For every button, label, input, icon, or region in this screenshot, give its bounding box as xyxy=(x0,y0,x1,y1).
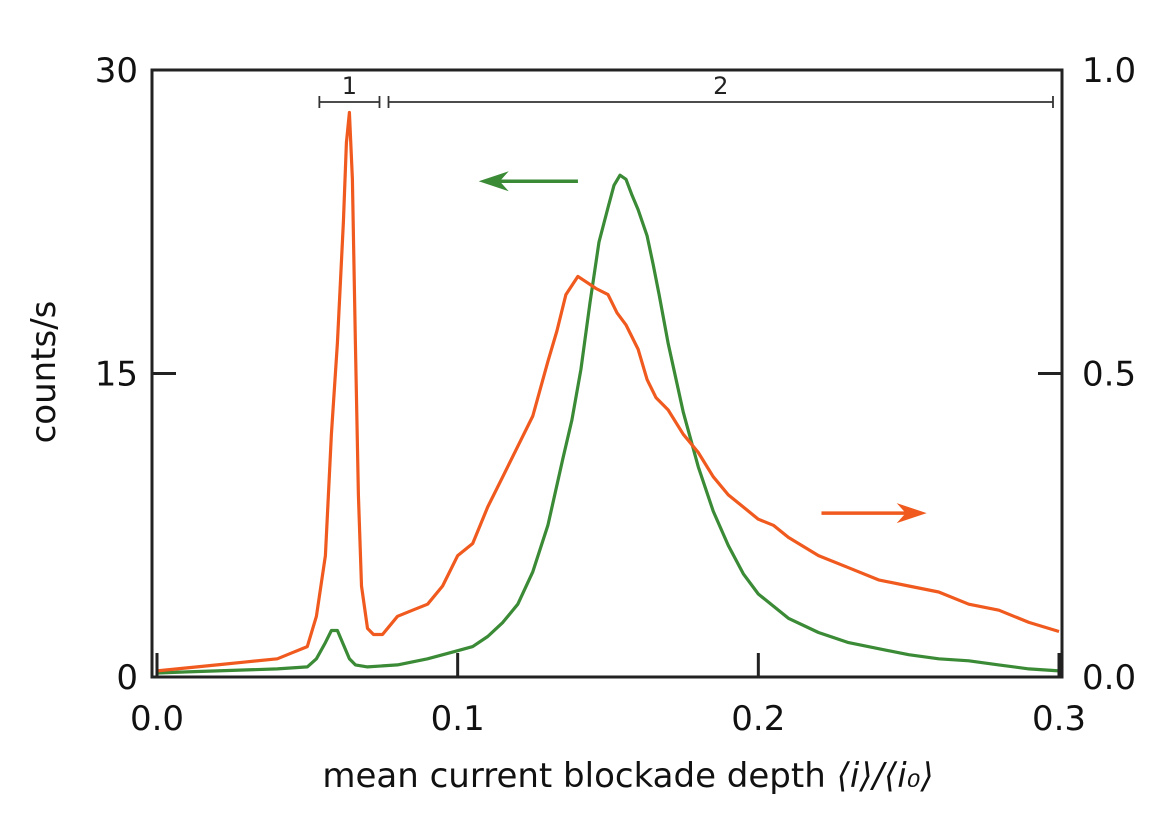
x-axis-label: mean current blockade depth ⟨i⟩/⟨i₀⟩ xyxy=(322,756,933,796)
plot-border xyxy=(150,68,1064,679)
y-axis-label-left: counts/s xyxy=(24,301,64,444)
y-left-tick-label-0: 0 xyxy=(116,658,138,698)
y-left-tick-label-2: 30 xyxy=(95,51,138,91)
x-axis-label-main: mean current blockade depth xyxy=(322,756,836,796)
axis-arrow-left xyxy=(478,171,578,192)
region-label-2: 2 xyxy=(713,72,728,100)
arrow-head xyxy=(478,171,509,192)
y-right-tick-label-0: 0.0 xyxy=(1082,658,1136,698)
arrow-head xyxy=(896,503,927,524)
x-tick-label-1: 0.1 xyxy=(431,699,485,739)
plot-frame xyxy=(150,68,1064,679)
y-right-tick-label-2: 1.0 xyxy=(1082,51,1136,91)
x-tick-label-2: 0.2 xyxy=(731,699,785,739)
x-axis-label-math: ⟨i⟩/⟨i₀⟩ xyxy=(837,756,934,796)
x-tick-label-3: 0.3 xyxy=(1032,699,1086,739)
region-bracket-2: 2 xyxy=(387,72,1054,108)
series-line-right-axis xyxy=(156,110,1060,673)
x-tick-label-0: 0.0 xyxy=(130,699,184,739)
arrow-layer xyxy=(478,171,927,524)
series-line-left-axis xyxy=(156,173,1060,675)
axis-arrow-right xyxy=(821,503,927,524)
y-right-tick-label-1: 0.5 xyxy=(1082,355,1136,395)
y-left-tick-label-1: 15 xyxy=(95,355,138,395)
region-label-1: 1 xyxy=(342,72,357,100)
region-bracket-1: 1 xyxy=(318,72,381,108)
tick-layer: 0.0 0.1 0.2 0.3 0 15 30 0.0 0.5 1.0 xyxy=(95,51,1136,739)
series-layer xyxy=(156,110,1060,675)
